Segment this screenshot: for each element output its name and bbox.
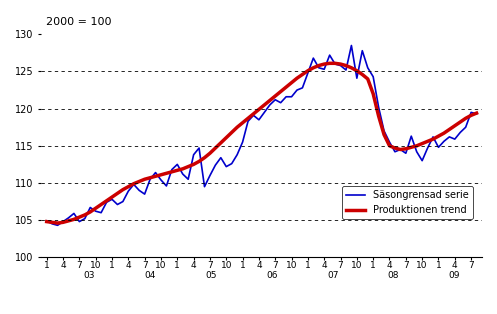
Säsongrensad serie — [435, 145, 441, 149]
Legend: Säsongrensad serie, Produktionen trend: Säsongrensad serie, Produktionen trend — [342, 186, 473, 219]
Produktionen trend — [327, 62, 332, 65]
Produktionen trend — [44, 220, 50, 224]
Säsongrensad serie — [327, 53, 332, 57]
Säsongrensad serie — [348, 44, 354, 47]
Line: Produktionen trend: Produktionen trend — [47, 63, 477, 223]
Produktionen trend — [55, 221, 61, 225]
Produktionen trend — [474, 111, 480, 115]
Text: 2000 = 100: 2000 = 100 — [46, 17, 111, 26]
Produktionen trend — [305, 69, 311, 73]
Produktionen trend — [348, 66, 354, 70]
Säsongrensad serie — [240, 140, 246, 144]
Säsongrensad serie — [44, 219, 50, 223]
Säsongrensad serie — [310, 56, 316, 60]
Produktionen trend — [435, 134, 441, 138]
Säsongrensad serie — [343, 68, 349, 72]
Produktionen trend — [310, 66, 316, 70]
Säsongrensad serie — [55, 224, 61, 227]
Produktionen trend — [332, 62, 338, 65]
Säsongrensad serie — [305, 71, 311, 75]
Line: Säsongrensad serie: Säsongrensad serie — [47, 46, 477, 225]
Produktionen trend — [240, 121, 246, 125]
Säsongrensad serie — [474, 112, 480, 116]
